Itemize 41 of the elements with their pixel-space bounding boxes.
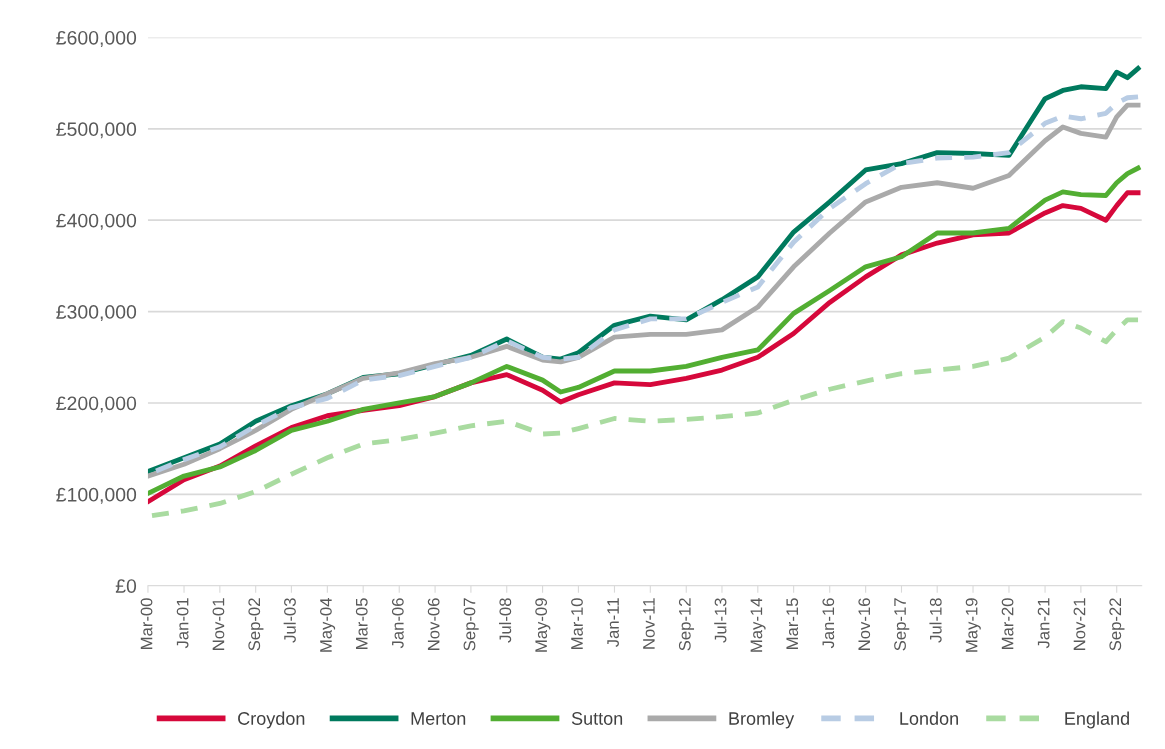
- x-tick-label: Jul-03: [283, 598, 296, 643]
- x-tick-label: Sep-12: [678, 598, 695, 651]
- legend-label: Sutton: [571, 712, 623, 725]
- x-tick-label: Jul-13: [714, 598, 727, 643]
- legend-label: Merton: [411, 712, 466, 725]
- x-tick-label: Jan-06: [391, 598, 404, 649]
- x-tick-label: Jan-16: [822, 598, 835, 649]
- x-tick-label: Jan-21: [1037, 598, 1050, 649]
- x-tick-label: May-14: [750, 598, 766, 652]
- x-tick-label: Nov-06: [427, 598, 440, 650]
- x-tick-label: May-04: [320, 598, 336, 652]
- y-tick-label: £400,000: [56, 213, 137, 230]
- x-tick-label: Sep-22: [1109, 598, 1125, 651]
- x-tick-label: May-09: [535, 598, 551, 652]
- x-tick-label: Jan-01: [176, 598, 189, 649]
- x-tick-label: Nov-11: [643, 598, 655, 649]
- x-tick-label: Mar-00: [140, 598, 153, 649]
- x-tick-label: Jan-11: [607, 598, 619, 647]
- x-tick-label: Sep-07: [463, 598, 479, 651]
- x-tick-label: Nov-01: [212, 598, 225, 650]
- legend-label: England: [1065, 711, 1129, 729]
- y-tick-label: £300,000: [56, 305, 137, 322]
- legend-label: Croydon: [238, 711, 305, 729]
- y-tick-label: £100,000: [56, 487, 137, 504]
- legend-label: Bromley: [729, 711, 795, 729]
- x-tick-label: Sep-02: [248, 598, 264, 651]
- y-tick-label: £500,000: [56, 122, 137, 139]
- x-tick-label: Mar-20: [1001, 598, 1014, 649]
- x-tick-label: Mar-05: [355, 598, 368, 649]
- x-tick-label: May-19: [965, 598, 981, 652]
- y-tick-label: £0: [115, 579, 137, 593]
- x-tick-label: Sep-17: [894, 598, 910, 651]
- legend-label: London: [900, 711, 958, 725]
- x-tick-label: Jul-18: [929, 598, 942, 643]
- x-tick-label: Nov-21: [1073, 598, 1086, 650]
- y-tick-label: £200,000: [56, 396, 137, 413]
- x-tick-label: Jul-08: [498, 598, 512, 643]
- x-tick-label: Mar-15: [786, 598, 799, 649]
- x-tick-label: Mar-10: [571, 598, 583, 649]
- y-tick-label: £600,000: [56, 30, 137, 47]
- x-tick-label: Nov-16: [858, 598, 871, 650]
